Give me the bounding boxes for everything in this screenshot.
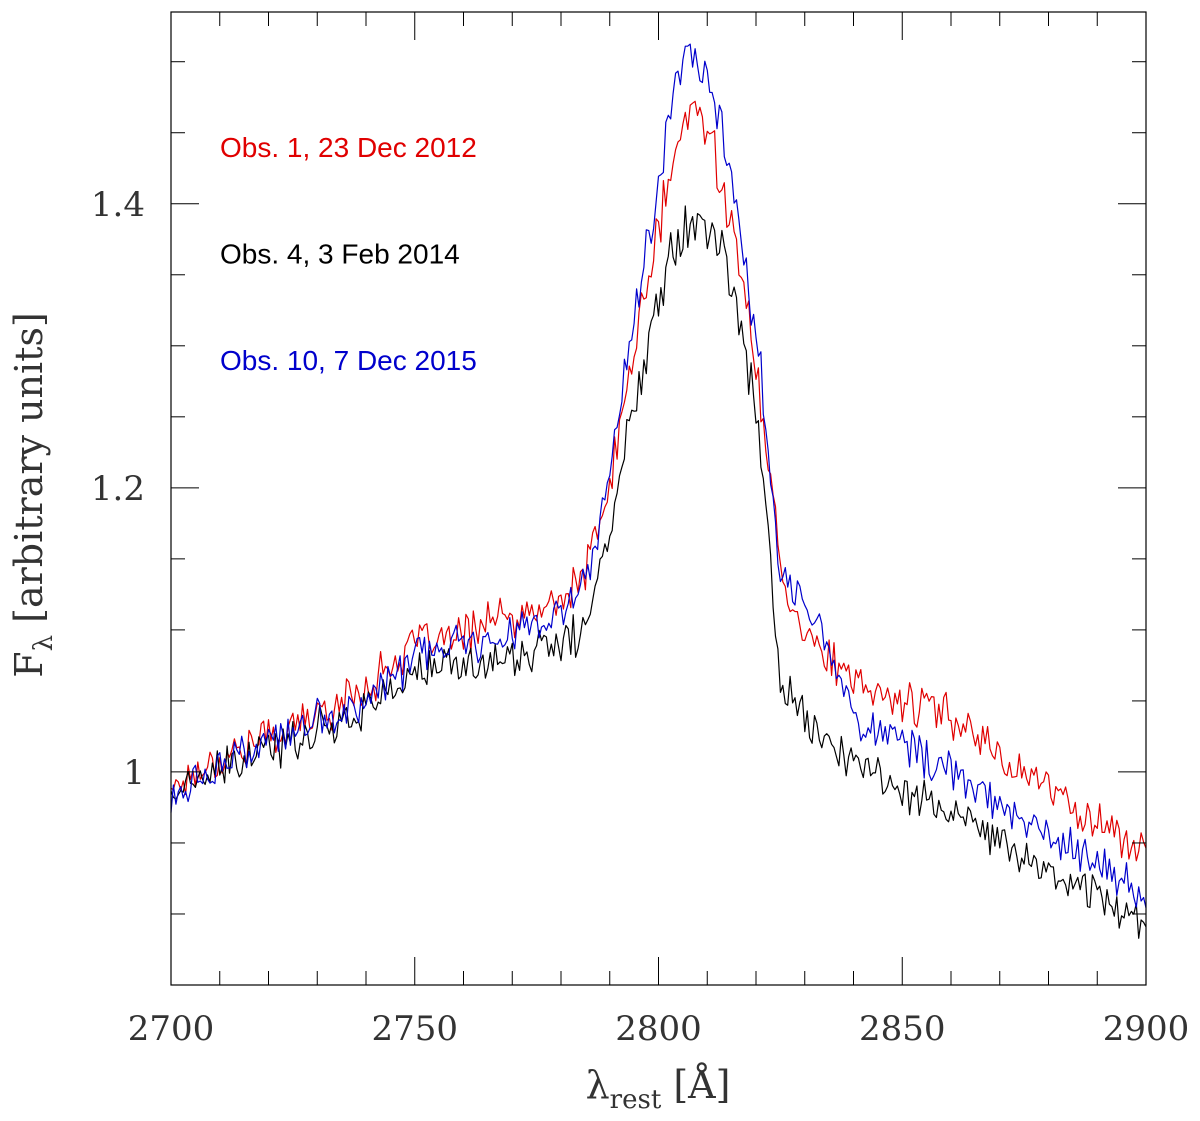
x-tick-label: 2750 <box>371 1009 458 1049</box>
y-tick-label: 1 <box>123 753 145 793</box>
series-line-2 <box>170 205 1147 939</box>
axes-layer: 2700 2750 2800 2850 2900 1 1.2 1.4 <box>91 11 1190 1049</box>
legend-entry-1: Obs. 1, 23 Dec 2012 <box>220 132 477 163</box>
x-tick-label: 2700 <box>128 1009 215 1049</box>
axis-labels: λrest [Å] Fλ [arbitrary units] <box>7 312 730 1115</box>
series-line-1 <box>170 100 1147 862</box>
y-tick-label: 1.2 <box>91 469 145 509</box>
legend: Obs. 1, 23 Dec 2012 Obs. 4, 3 Feb 2014 Obs… <box>220 132 477 376</box>
x-axis-title: λrest [Å] <box>586 1063 731 1115</box>
series-line-3 <box>170 43 1147 909</box>
y-axis-title: Fλ [arbitrary units] <box>7 312 59 678</box>
x-tick-label: 2850 <box>859 1009 946 1049</box>
legend-entry-3: Obs. 10, 7 Dec 2015 <box>220 345 477 376</box>
x-tick-label: 2800 <box>615 1009 702 1049</box>
legend-entry-2: Obs. 4, 3 Feb 2014 <box>220 238 460 269</box>
x-tick-label: 2900 <box>1103 1009 1190 1049</box>
y-tick-label: 1.4 <box>91 185 145 225</box>
series-layer <box>170 43 1147 939</box>
